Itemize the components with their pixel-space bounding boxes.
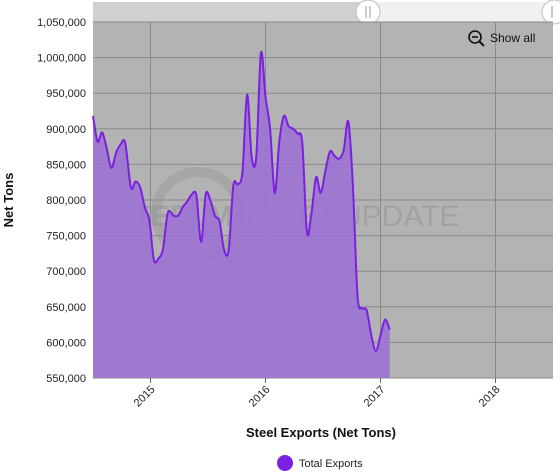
- show-all-button[interactable]: Show all: [462, 26, 548, 50]
- show-all-label: Show all: [490, 31, 535, 45]
- y-tick-label: 700,000: [46, 266, 86, 278]
- y-axis-title: Net Tons: [1, 173, 16, 228]
- x-tick-label: 2018: [477, 384, 503, 410]
- scrollbar-selected-range[interactable]: [368, 2, 554, 22]
- scrollbar-right-handle[interactable]: [541, 0, 560, 25]
- y-tick-label: 1,000,000: [37, 53, 86, 65]
- legend-item-total-exports[interactable]: Total Exports: [277, 455, 363, 471]
- zoom-out-icon: [468, 30, 485, 47]
- y-axis-ticks: 550,000 600,000 650,000 700,000 750,000 800,0…: [37, 17, 86, 385]
- y-tick-label: 550,000: [46, 373, 86, 385]
- y-tick-label: 900,000: [46, 124, 86, 136]
- x-axis-ticks: 2015 2016 2017 2018: [132, 378, 503, 409]
- range-scrollbar[interactable]: [93, 2, 558, 22]
- y-tick-label: 1,050,000: [37, 17, 86, 29]
- y-tick-label: 600,000: [46, 337, 86, 349]
- legend-label: Total Exports: [299, 458, 363, 470]
- y-tick-label: 950,000: [46, 88, 86, 100]
- series-area-total-exports: [93, 51, 390, 378]
- watermark-update: UPDATE: [340, 200, 459, 233]
- x-tick-label: 2016: [247, 384, 273, 410]
- y-tick-label: 850,000: [46, 159, 86, 171]
- x-tick-label: 2015: [132, 384, 158, 410]
- y-tick-label: 650,000: [46, 302, 86, 314]
- x-axis-title: Steel Exports (Net Tons): [246, 425, 396, 440]
- y-tick-label: 750,000: [46, 231, 86, 243]
- y-tick-label: 800,000: [46, 195, 86, 207]
- legend-marker: [277, 455, 293, 471]
- scrollbar-left-handle[interactable]: [355, 0, 381, 25]
- series-line-total-exports[interactable]: [92, 50, 391, 352]
- x-tick-label: 2017: [362, 384, 388, 410]
